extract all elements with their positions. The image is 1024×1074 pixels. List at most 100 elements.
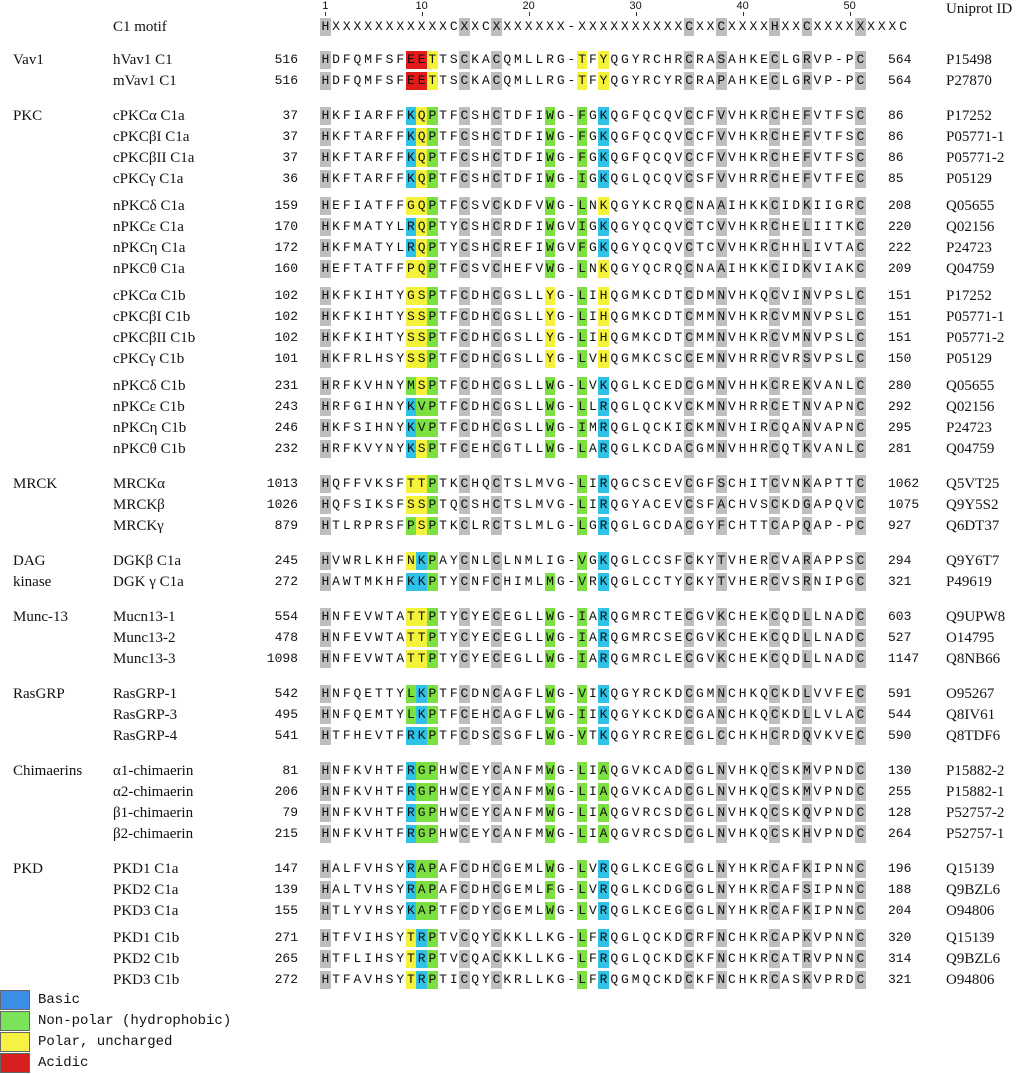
residue: M — [364, 574, 373, 589]
residue: L — [576, 762, 588, 780]
residue: S — [514, 399, 522, 414]
residue: X — [760, 19, 768, 34]
residue: D — [471, 882, 480, 897]
residue: K — [405, 398, 417, 416]
residue: E — [749, 574, 758, 589]
residue: G — [695, 378, 704, 393]
residue: C — [674, 351, 683, 366]
residue: P — [824, 52, 833, 67]
residue: N — [715, 804, 727, 822]
residue: Q — [610, 171, 619, 186]
residue: W — [342, 574, 351, 589]
residue: K — [749, 309, 758, 324]
residue: N — [514, 763, 522, 778]
residue: C — [653, 219, 661, 234]
residue: A — [728, 73, 736, 88]
residue: G — [621, 972, 629, 987]
uniprot-id: Q9Y6T7 — [946, 553, 1000, 569]
end-position: 255 — [888, 784, 912, 799]
residue: L — [845, 441, 854, 456]
residue: C — [491, 377, 502, 395]
residue: T — [663, 574, 672, 589]
residue: F — [449, 399, 458, 414]
residue: S — [449, 52, 458, 67]
residue: Q — [610, 763, 619, 778]
residue: K — [749, 903, 758, 918]
residue: Y — [631, 240, 640, 255]
residue: C — [855, 902, 866, 920]
residue: C — [653, 399, 661, 414]
protein-name: RasGRP-3 — [113, 707, 178, 723]
residue: Q — [416, 260, 427, 278]
residue: C — [653, 420, 661, 435]
residue: S — [405, 350, 417, 368]
residue: G — [621, 129, 629, 144]
residue: I — [813, 882, 822, 897]
residue: P — [427, 573, 438, 591]
residue: H — [738, 441, 747, 456]
residue: L — [813, 651, 822, 666]
residue: C — [801, 18, 813, 36]
residue: N — [715, 287, 727, 305]
residue: N — [385, 378, 394, 393]
protein-name: Munc13-3 — [113, 651, 176, 667]
residue: C — [459, 860, 470, 878]
residue: N — [715, 762, 727, 780]
residue: S — [792, 574, 801, 589]
residue: H — [320, 650, 331, 668]
residue: G — [695, 609, 704, 624]
residue: R — [598, 608, 609, 626]
residue: - — [567, 903, 576, 918]
residue: C — [855, 239, 866, 257]
residue: C — [459, 881, 470, 899]
residue: Q — [760, 805, 768, 820]
end-position: 320 — [888, 930, 912, 945]
residue: C — [769, 608, 781, 626]
residue: G — [556, 497, 565, 512]
residue: X — [824, 19, 833, 34]
residue: F — [835, 686, 843, 701]
residue: G — [405, 197, 417, 215]
residue: V — [813, 686, 822, 701]
residue: G — [556, 420, 565, 435]
residue: C — [481, 19, 490, 34]
residue: D — [845, 972, 854, 987]
residue: D — [845, 826, 854, 841]
residue: G — [514, 630, 522, 645]
residue: T — [439, 129, 447, 144]
residue: Q — [610, 861, 619, 876]
residue: N — [715, 783, 727, 801]
residue: C — [491, 329, 502, 347]
residue: A — [332, 861, 340, 876]
residue: A — [824, 441, 833, 456]
residue: C — [855, 51, 866, 69]
residue: Q — [642, 219, 651, 234]
residue: - — [567, 574, 576, 589]
residue: H — [385, 553, 394, 568]
residue: Q — [674, 261, 683, 276]
residue: S — [715, 475, 727, 493]
residue: R — [598, 881, 609, 899]
residue: T — [503, 476, 512, 491]
residue: W — [374, 630, 383, 645]
residue: G — [621, 609, 629, 624]
residue: F — [342, 972, 351, 987]
residue: R — [749, 171, 758, 186]
residue: R — [514, 972, 522, 987]
residue: C — [491, 51, 502, 69]
residue: Q — [610, 651, 619, 666]
residue: T — [715, 552, 727, 570]
residue: H — [320, 860, 331, 878]
residue: Y — [396, 972, 405, 987]
residue: K — [695, 972, 704, 987]
residue: A — [663, 784, 672, 799]
residue: Q — [610, 378, 619, 393]
family-name: RasGRP — [13, 686, 65, 702]
residue: F — [801, 149, 813, 167]
residue: M — [535, 826, 544, 841]
residue: S — [514, 378, 522, 393]
residue: V — [813, 378, 822, 393]
